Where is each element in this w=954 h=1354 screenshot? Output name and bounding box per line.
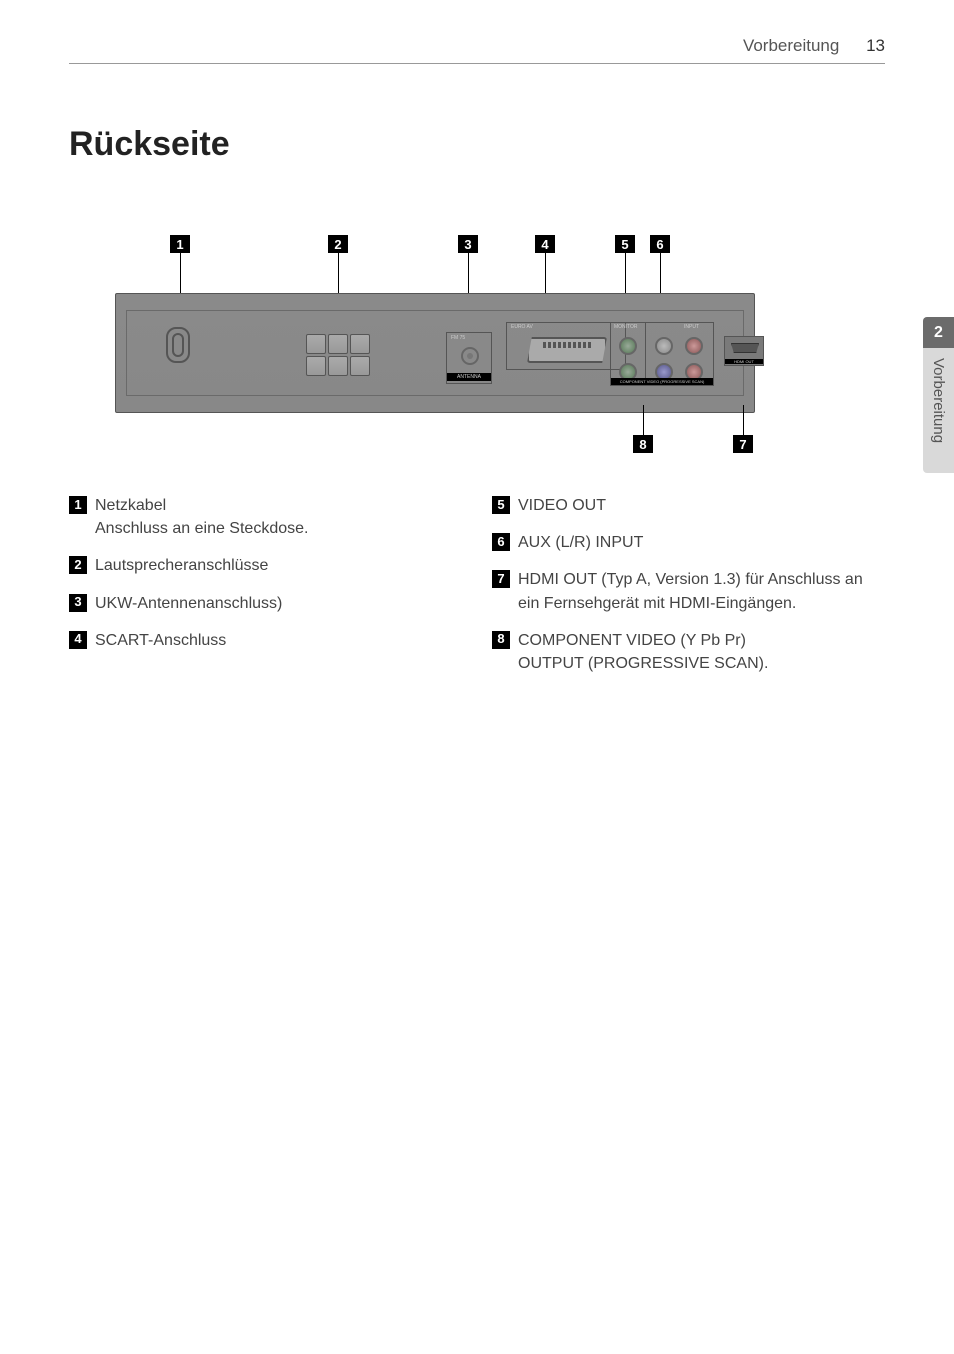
- chapter-label: Vorbereitung: [930, 358, 947, 443]
- aux-l-jack: [655, 337, 673, 355]
- marker-8: 8: [633, 435, 653, 453]
- scart-label: EURO AV: [511, 324, 533, 330]
- legend-num-1: 1: [69, 496, 87, 514]
- fm-antenna-jack: [461, 347, 479, 365]
- legend-item-5: 5 VIDEO OUT: [492, 494, 885, 517]
- device-body: FM 75 ANTENNA EURO AV MONITOR INPUT COMP…: [115, 293, 755, 413]
- legend-text-2: Lautsprecheranschlüsse: [95, 554, 462, 577]
- leader-7: [743, 405, 744, 435]
- markers-top: 1 2 3 4 56: [115, 235, 755, 265]
- legend-num-4: 4: [69, 631, 87, 649]
- input-label: INPUT: [684, 324, 699, 330]
- hdmi-label: HDMI OUT: [725, 359, 763, 364]
- legend-item-8: 8 COMPONENT VIDEO (Y Pb Pr)OUTPUT (PROGRE…: [492, 629, 885, 675]
- chapter-tab: 2: [923, 317, 954, 348]
- legend-text-6: AUX (L/R) INPUT: [518, 531, 885, 554]
- page-title: Rückseite: [69, 125, 230, 164]
- leader-8: [643, 405, 644, 435]
- marker-1: 1: [170, 235, 190, 253]
- legend-item-6: 6 AUX (L/R) INPUT: [492, 531, 885, 554]
- legend-left: 1 NetzkabelAnschluss an eine Steckdose. 2L…: [69, 494, 462, 689]
- legend-text-1: NetzkabelAnschluss an eine Steckdose.: [95, 494, 462, 540]
- legend-text-7: HDMI OUT (Typ A, Version 1.3) für Anschl…: [518, 568, 885, 614]
- legend-item-7: 7 HDMI OUT (Typ A, Version 1.3) für Ansc…: [492, 568, 885, 614]
- legend-item-4: 4 SCART-Anschluss: [69, 629, 462, 652]
- monitor-label: MONITOR: [614, 324, 638, 330]
- header: Vorbereitung 13: [743, 36, 885, 56]
- scart-connector: [527, 337, 607, 363]
- legend-item-1: 1 NetzkabelAnschluss an eine Steckdose.: [69, 494, 462, 540]
- legend-sub-8: OUTPUT (PROGRESSIVE SCAN).: [518, 652, 885, 675]
- legend-item-3: 3 UKW-Antennenanschluss): [69, 592, 462, 615]
- antenna-label: ANTENNA: [447, 373, 491, 381]
- marker-4: 4: [535, 235, 555, 253]
- rear-panel-diagram: 1 2 3 4 56 FM 75 ANTENNA EURO AV MONITOR INP…: [115, 235, 755, 453]
- fm-label: FM 75: [451, 335, 465, 341]
- legend-num-3: 3: [69, 594, 87, 612]
- legend-text-5: VIDEO OUT: [518, 494, 885, 517]
- hdmi-block: HDMI OUT: [724, 336, 764, 366]
- header-rule: [69, 63, 885, 64]
- power-cable-gland: [166, 327, 190, 363]
- rca-divider: [645, 323, 646, 385]
- scart-block: EURO AV: [506, 322, 626, 370]
- legend-text-4: SCART-Anschluss: [95, 629, 462, 652]
- legend-num-8: 8: [492, 631, 510, 649]
- legend-right: 5 VIDEO OUT 6 AUX (L/R) INPUT 7 HDMI OUT (Ty…: [492, 494, 885, 689]
- legend-text-8: COMPONENT VIDEO (Y Pb Pr)OUTPUT (PROGRES…: [518, 629, 885, 675]
- hdmi-port: [731, 343, 759, 353]
- page-number: 13: [866, 36, 885, 56]
- marker-3: 3: [458, 235, 478, 253]
- legend-num-7: 7: [492, 570, 510, 588]
- legend-num-2: 2: [69, 556, 87, 574]
- chapter-number: 2: [934, 324, 943, 342]
- legend-num-6: 6: [492, 533, 510, 551]
- legend-sub-1: Anschluss an eine Steckdose.: [95, 517, 462, 540]
- marker-6: 6: [650, 235, 670, 253]
- legend-text-3: UKW-Antennenanschluss): [95, 592, 462, 615]
- component-label: COMPONENT VIDEO (PROGRESSIVE SCAN): [611, 378, 713, 385]
- video-out-jack: [619, 337, 637, 355]
- rca-block: MONITOR INPUT COMPONENT VIDEO (PROGRESSI…: [610, 322, 714, 386]
- marker-2: 2: [328, 235, 348, 253]
- speaker-terminals: [306, 334, 370, 376]
- section-name: Vorbereitung: [743, 36, 839, 55]
- markers-bottom: 87: [115, 413, 755, 453]
- antenna-block: FM 75 ANTENNA: [446, 332, 492, 384]
- legend-item-2: 2 Lautsprecheranschlüsse: [69, 554, 462, 577]
- legend: 1 NetzkabelAnschluss an eine Steckdose. 2L…: [69, 494, 885, 689]
- marker-7: 7: [733, 435, 753, 453]
- legend-num-5: 5: [492, 496, 510, 514]
- aux-r-jack: [685, 337, 703, 355]
- marker-5: 5: [615, 235, 635, 253]
